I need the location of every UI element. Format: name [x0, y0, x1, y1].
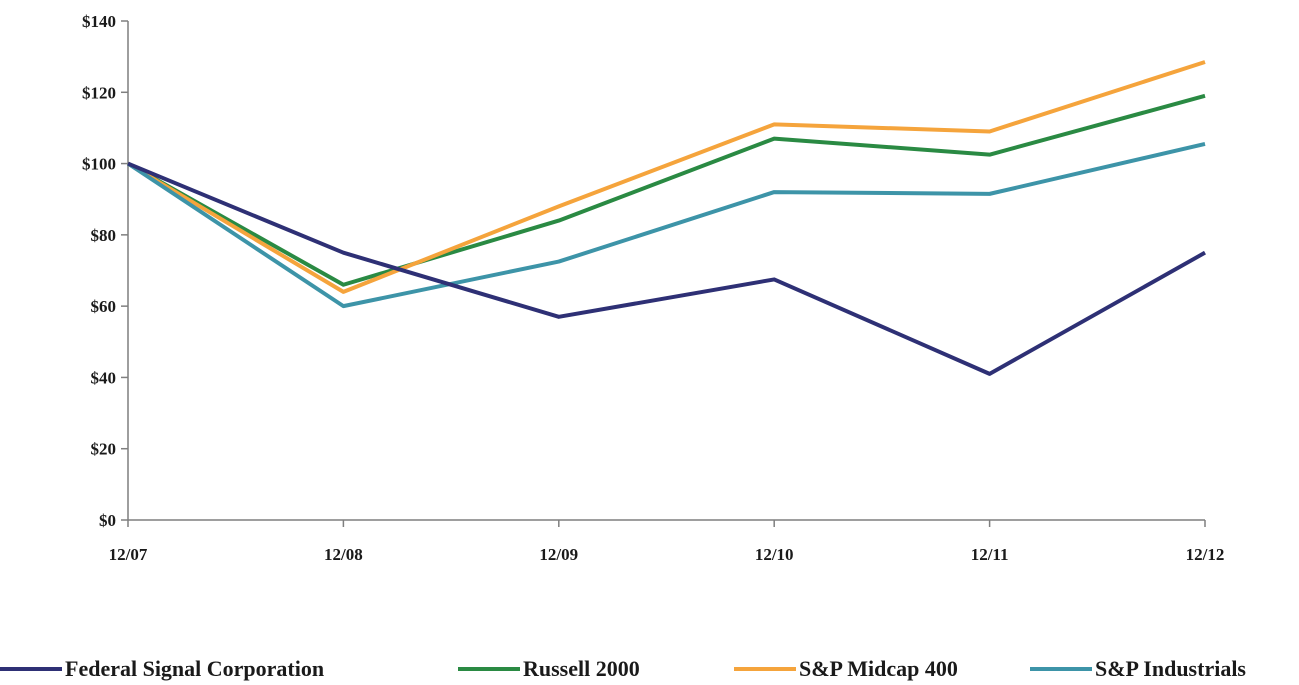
y-tick-label: $120 — [82, 83, 116, 102]
legend-swatch — [734, 667, 796, 671]
y-tick-label: $100 — [82, 155, 116, 174]
legend-label: S&P Industrials — [1095, 656, 1246, 681]
x-tick-label: 12/09 — [539, 545, 578, 564]
legend-swatch — [1030, 667, 1092, 671]
legend-label: Russell 2000 — [523, 656, 640, 681]
y-tick-label: $60 — [91, 297, 117, 316]
legend-swatch — [0, 667, 62, 671]
legend-item-russell-2000: Russell 2000 — [458, 654, 640, 684]
legend-swatch — [458, 667, 520, 671]
x-tick-label: 12/11 — [971, 545, 1009, 564]
legend-item-sandp-midcap-400: S&P Midcap 400 — [734, 654, 958, 684]
legend: Federal Signal Corporation Russell 2000 S&… — [0, 654, 1299, 685]
series-line-sandp-industrials — [126, 142, 1206, 309]
legend-label: S&P Midcap 400 — [799, 656, 958, 681]
series-line-russell-2000 — [127, 93, 1206, 287]
y-tick-label: $40 — [91, 368, 117, 387]
x-tick-label: 12/12 — [1186, 545, 1225, 564]
x-tick-label: 12/08 — [324, 545, 363, 564]
y-tick-label: $0 — [99, 511, 116, 530]
series-line-federal-signal-corporation — [127, 161, 1206, 376]
line-chart: $0$20$40$60$80$100$120$140 12/07 12/08 12/… — [82, 12, 1225, 564]
y-axis: $0 $20 $40 $60 $80 $100 $120 $140 — [82, 12, 129, 530]
x-tick-label: 12/07 — [109, 545, 148, 564]
legend-item-sandp-industrials: S&P Industrials — [1030, 654, 1246, 684]
x-tick-label: 12/10 — [755, 545, 794, 564]
series-lines — [126, 60, 1206, 376]
y-tick-label: $140 — [82, 12, 116, 31]
series-line-sandp-midcap-400 — [126, 60, 1206, 294]
legend-item-federal-signal-corporation: Federal Signal Corporation — [0, 654, 324, 684]
legend-label: Federal Signal Corporation — [65, 656, 325, 681]
y-tick-label: $20 — [91, 440, 117, 459]
x-axis: 12/07 12/08 12/09 12/10 12/11 12/12 — [109, 519, 1225, 564]
y-tick-label: $80 — [91, 226, 117, 245]
